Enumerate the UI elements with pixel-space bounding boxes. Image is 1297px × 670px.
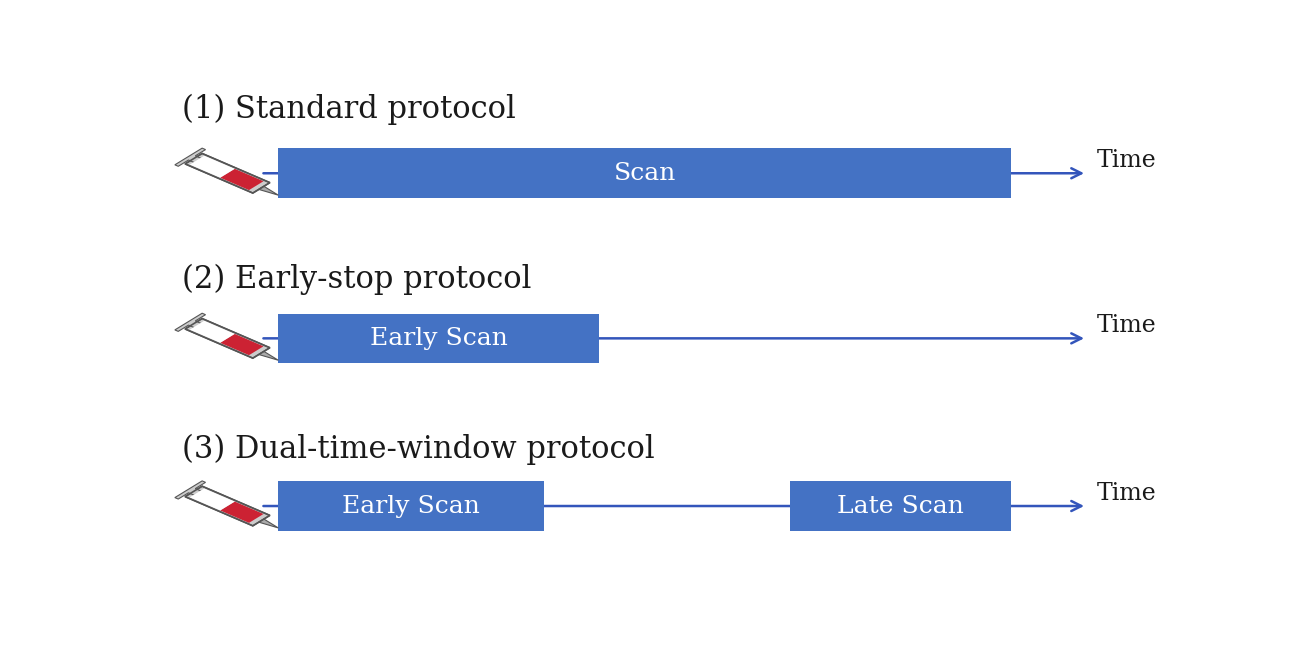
Polygon shape xyxy=(175,148,208,166)
Text: Early Scan: Early Scan xyxy=(342,494,480,517)
Text: Scan: Scan xyxy=(613,161,676,185)
Text: (1) Standard protocol: (1) Standard protocol xyxy=(182,93,516,125)
Polygon shape xyxy=(189,321,235,343)
Polygon shape xyxy=(220,169,263,190)
Polygon shape xyxy=(259,186,279,195)
Text: Early Scan: Early Scan xyxy=(370,327,507,350)
Polygon shape xyxy=(185,318,270,358)
Polygon shape xyxy=(220,502,263,523)
Text: (2) Early-stop protocol: (2) Early-stop protocol xyxy=(182,263,532,295)
Polygon shape xyxy=(259,519,279,528)
Polygon shape xyxy=(259,351,279,360)
Polygon shape xyxy=(220,334,263,355)
Polygon shape xyxy=(189,155,235,178)
Text: Time: Time xyxy=(1097,149,1157,172)
Text: Time: Time xyxy=(1097,482,1157,505)
Text: (3) Dual-time-window protocol: (3) Dual-time-window protocol xyxy=(182,433,655,465)
Polygon shape xyxy=(185,486,270,526)
Polygon shape xyxy=(175,313,208,332)
Polygon shape xyxy=(189,488,235,511)
FancyBboxPatch shape xyxy=(278,481,545,531)
Text: Late Scan: Late Scan xyxy=(838,494,965,517)
FancyBboxPatch shape xyxy=(278,149,1012,198)
FancyBboxPatch shape xyxy=(278,314,599,363)
Text: Time: Time xyxy=(1097,314,1157,337)
Polygon shape xyxy=(185,153,270,193)
Polygon shape xyxy=(175,481,208,499)
FancyBboxPatch shape xyxy=(790,481,1012,531)
